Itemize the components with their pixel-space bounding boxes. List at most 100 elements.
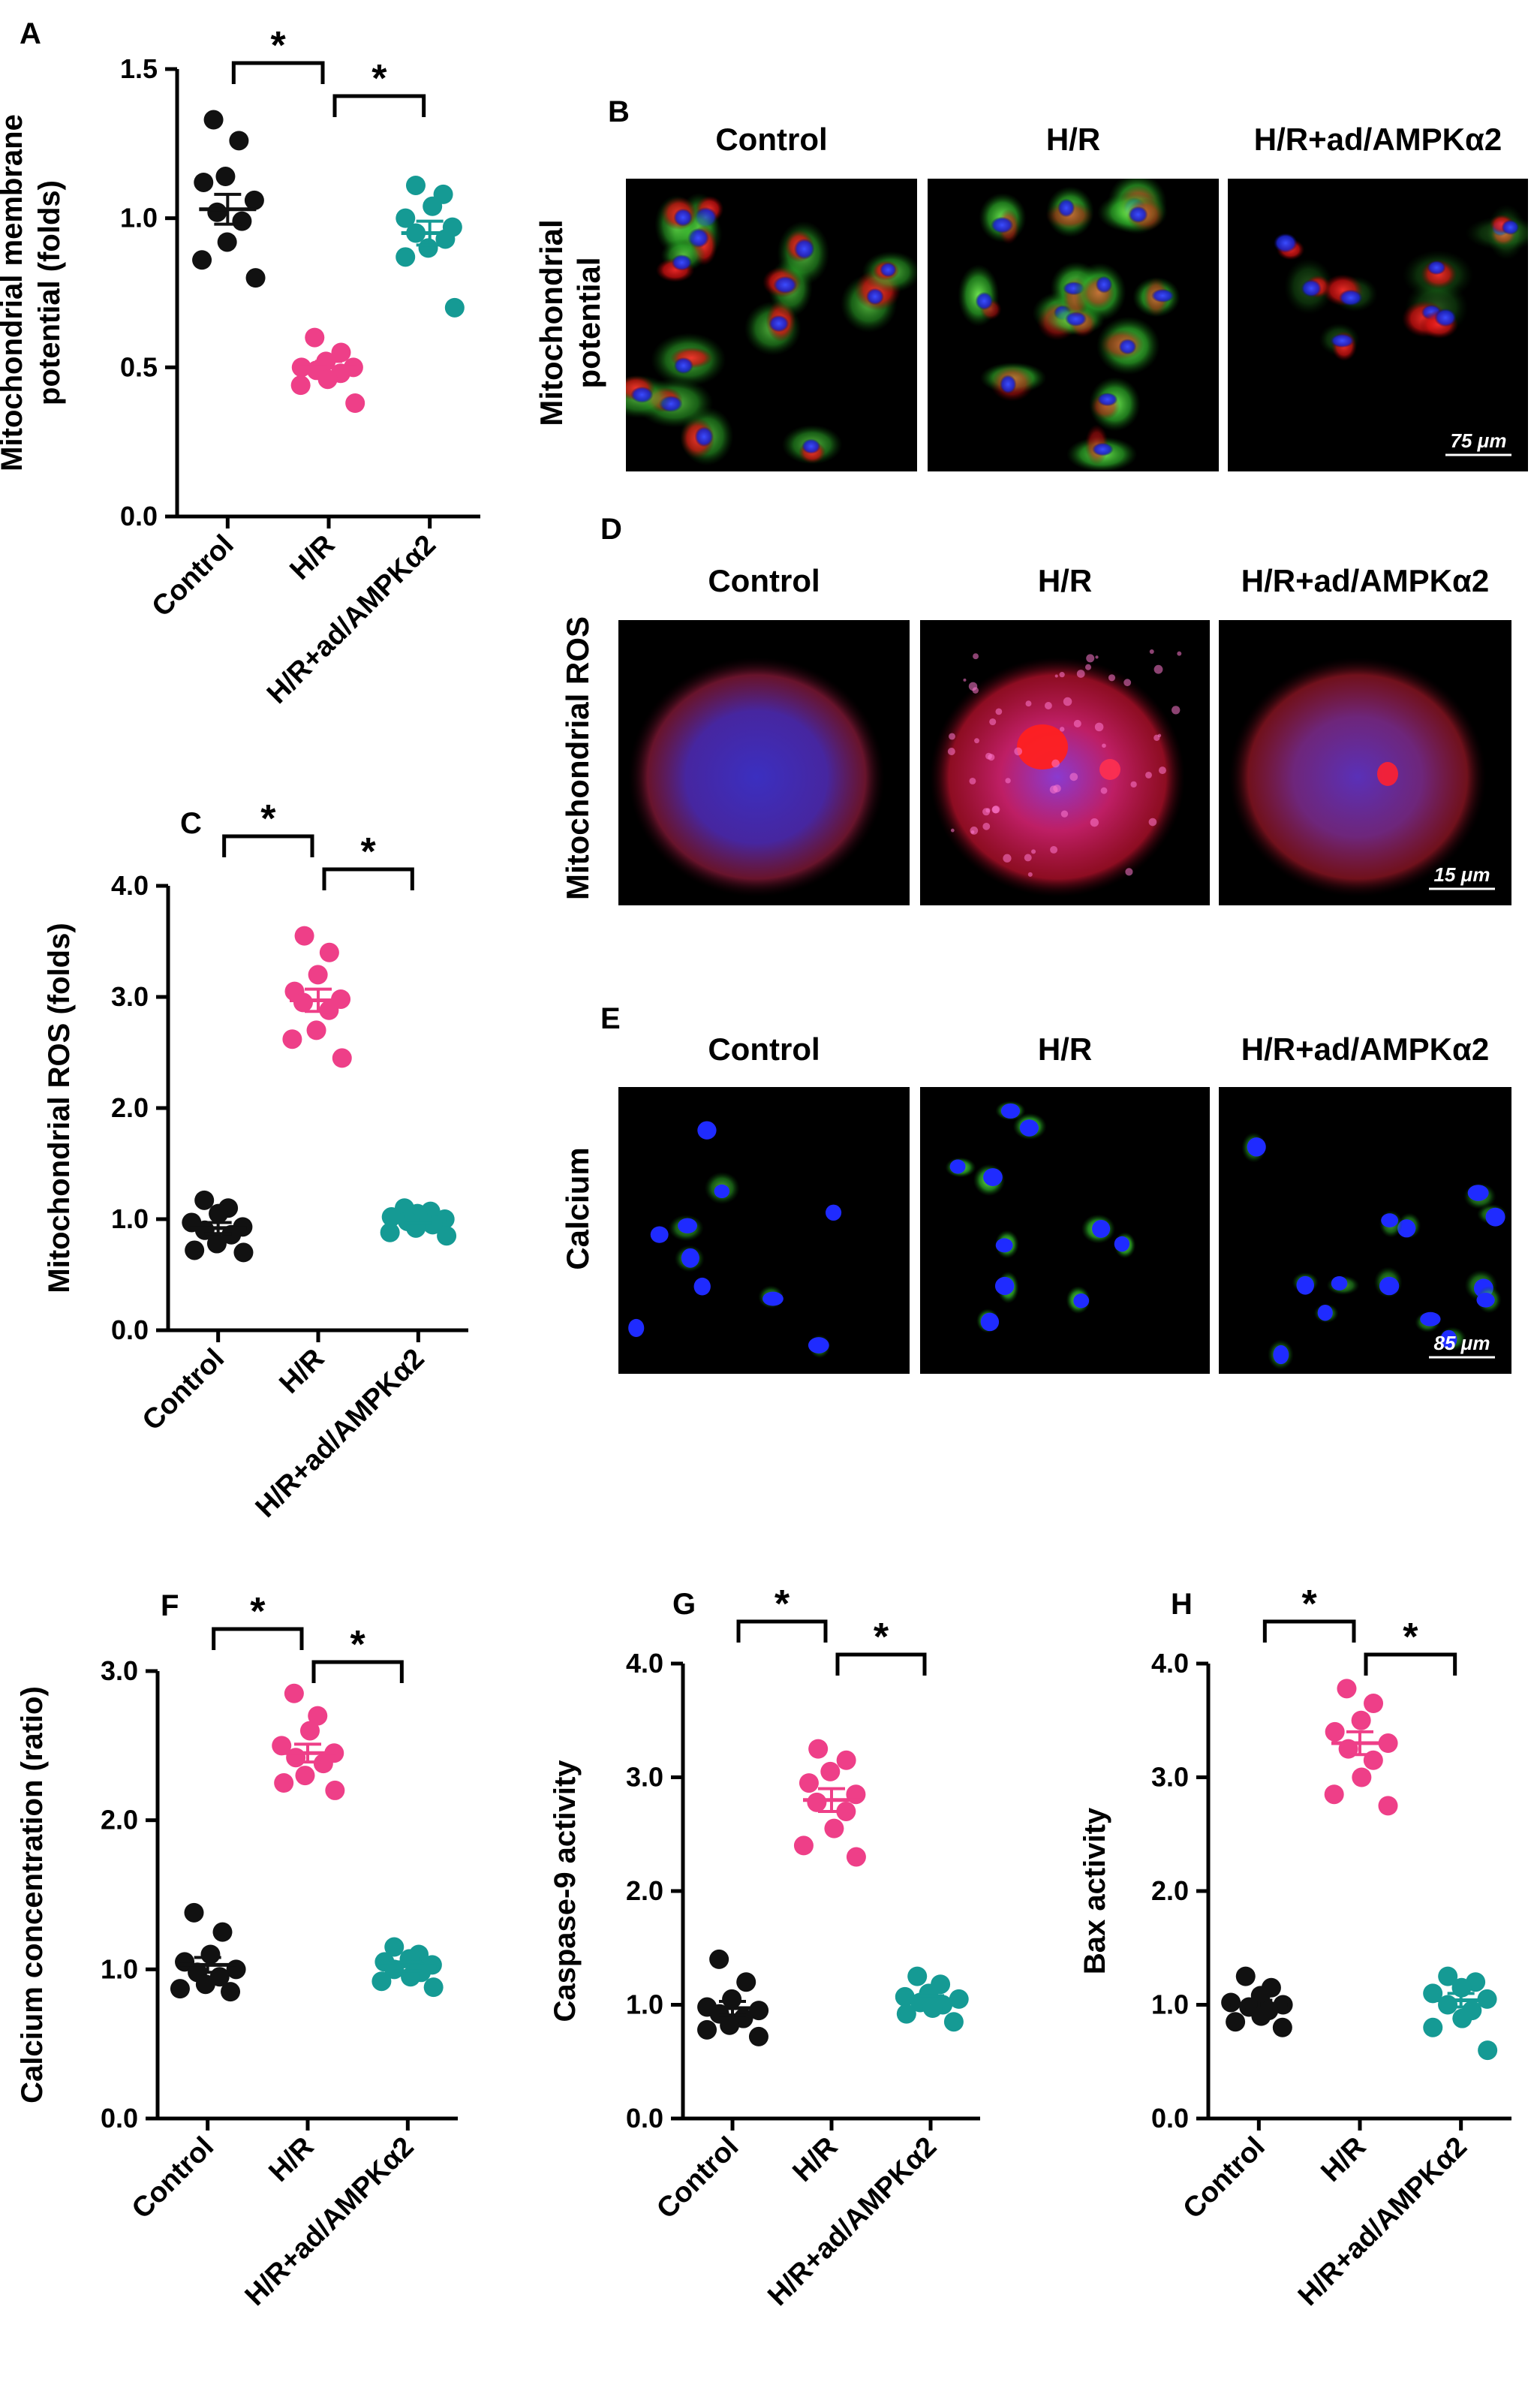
micrograph-ad [1219, 620, 1511, 905]
data-point [200, 1944, 221, 1965]
row-title-line: Calcium [560, 1147, 595, 1269]
nucleus [1000, 375, 1017, 394]
significance-star: * [1403, 1616, 1418, 1659]
x-category-label-control: Control [651, 2131, 744, 2225]
nucleus [995, 1238, 1013, 1253]
ros-speck [1094, 722, 1104, 732]
bracket-line [835, 1652, 927, 1676]
series-control [192, 110, 266, 288]
column-title-ad: H/R+ad/AMPKα2 [1241, 1031, 1489, 1067]
ros-speck [1025, 700, 1032, 707]
nucleus [1331, 1275, 1348, 1291]
nucleus [1476, 1293, 1495, 1308]
x-category-label-ad: H/R+ad/AMPKα2 [239, 2131, 420, 2312]
nucleus [1095, 276, 1113, 294]
significance-star: * [250, 1590, 266, 1634]
nucleus [693, 1277, 711, 1296]
significance-star: * [775, 1582, 790, 1626]
chart-c: C 0.0 1.0 2.0 3.0 4.0 Control H/RH/R+ad/AMPKα2 M… [43, 797, 468, 1524]
data-point [749, 2001, 769, 2021]
nucleus [628, 1318, 645, 1337]
data-point [192, 250, 212, 270]
nucleus [1274, 233, 1298, 253]
y-axis-title: Mitochondrial ROS (folds) [43, 923, 76, 1293]
ros-speck [1090, 818, 1099, 827]
ros-speck [1123, 679, 1132, 687]
nucleus [991, 216, 1014, 234]
data-point [1423, 1983, 1443, 2004]
nucleus [1091, 1219, 1111, 1238]
x-category-label-hr: H/R [787, 2131, 844, 2188]
significance-bracket: * [212, 1590, 304, 1650]
ros-spot [1377, 762, 1398, 786]
y-tick-label: 2.0 [1151, 1875, 1189, 1906]
data-point [423, 196, 443, 216]
nucleus [802, 438, 821, 454]
nucleus [975, 291, 994, 311]
nucleus [1501, 219, 1520, 236]
nucleus [1097, 392, 1118, 407]
micrograph-background [1219, 1087, 1511, 1374]
ros-speck [1014, 747, 1023, 756]
data-point [836, 1801, 856, 1821]
micrograph-hr [920, 1087, 1210, 1374]
x-category-label-hr: H/R [273, 1343, 330, 1400]
data-point [185, 1240, 205, 1260]
bracket-line [311, 1660, 404, 1683]
panel-letter: A [20, 17, 41, 50]
column-title-control: Control [708, 1031, 820, 1067]
data-point [195, 1974, 215, 1995]
ros-speck [1059, 727, 1065, 732]
row-title: Mitochondrial potential [534, 219, 606, 426]
micrograph-ad [1228, 179, 1528, 471]
data-point [943, 2012, 964, 2032]
data-point [437, 1226, 457, 1246]
data-point [194, 1190, 215, 1210]
data-point [444, 297, 465, 318]
data-point [294, 926, 314, 946]
data-point [824, 1818, 844, 1838]
micrograph-control [626, 179, 917, 471]
panel-letter: G [672, 1588, 696, 1621]
nucleus [1467, 1185, 1489, 1201]
series-hr [793, 1739, 866, 1867]
nucleus [1073, 1293, 1090, 1308]
nucleus [1019, 1119, 1039, 1137]
data-point [720, 2015, 740, 2035]
series-ad [380, 1198, 457, 1246]
data-point [244, 190, 264, 210]
data-point [1226, 2012, 1246, 2032]
ros-speck [972, 687, 979, 694]
data-point [1452, 2008, 1472, 2028]
y-axis-title-line: Caspase-9 activity [549, 1760, 582, 2022]
nucleus [1381, 1213, 1398, 1227]
y-tick-label: 2.0 [111, 1092, 149, 1123]
micrograph-hr [920, 620, 1210, 905]
ros-speck [1069, 772, 1078, 781]
significance-star: * [260, 797, 276, 841]
micrograph-background [920, 1087, 1210, 1374]
series-control [182, 1190, 254, 1263]
data-point [282, 1029, 302, 1049]
y-tick-label: 3.0 [626, 1762, 663, 1793]
cell-body [930, 657, 1185, 897]
chart-g: G 0.0 1.0 2.0 3.0 4.0 Control H/RH/R+ad/AMPKα2 C… [549, 1582, 980, 2312]
significance-bracket: * [231, 24, 325, 84]
nucleus [630, 386, 654, 403]
row-title: Calcium [560, 1147, 595, 1269]
ros-speck [970, 827, 979, 835]
data-point [306, 1020, 326, 1040]
nucleus [880, 262, 897, 278]
data-point [423, 1977, 444, 1998]
row-title-line: Mitochondrial [534, 219, 569, 426]
data-point [184, 1902, 204, 1923]
ros-speck [982, 808, 991, 816]
data-point [1352, 1767, 1372, 1787]
nucleus [808, 1337, 829, 1354]
nucleus [1247, 1137, 1266, 1157]
nucleus [681, 1248, 699, 1268]
ros-speck [1024, 854, 1032, 862]
y-tick-label: 3.0 [1151, 1762, 1189, 1793]
significance-bracket: * [736, 1582, 828, 1643]
bracket-line [231, 61, 325, 84]
